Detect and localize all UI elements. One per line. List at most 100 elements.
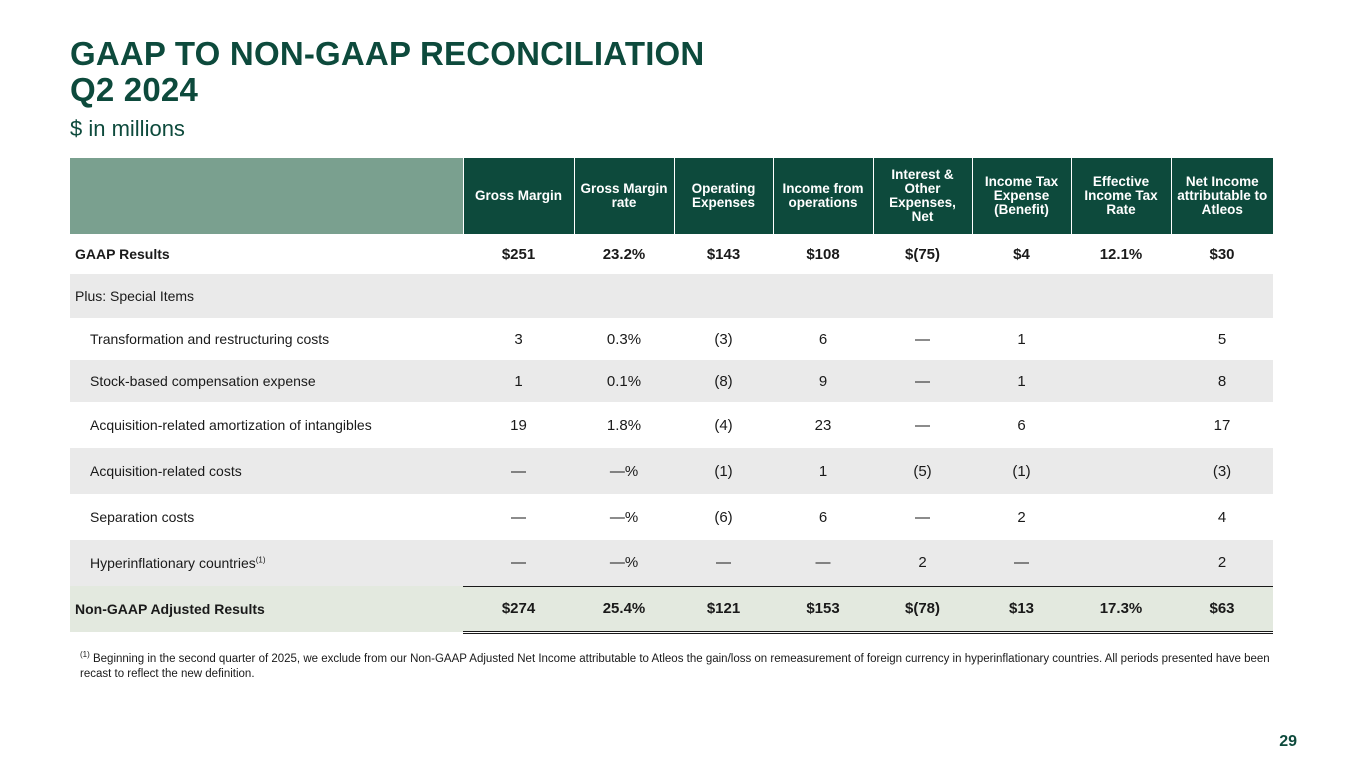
- title-line-1: GAAP TO NON-GAAP RECONCILIATION: [70, 35, 705, 72]
- table-cell: 12.1%: [1099, 245, 1143, 263]
- table-cell: (3): [714, 330, 733, 348]
- table-cell: $153: [773, 585, 873, 634]
- table-row: Transformation and restructuring costs 3…: [70, 318, 1273, 360]
- footnote-marker: (1): [80, 650, 90, 660]
- table-cell: 8: [1217, 372, 1227, 390]
- table-cell: $4: [1013, 245, 1030, 263]
- table-cell: 0.1%: [606, 372, 642, 390]
- table-cell: 9: [818, 372, 828, 390]
- table-cell: —%: [609, 508, 639, 526]
- table-cell: $143: [706, 245, 741, 263]
- table-cell: —: [716, 554, 731, 572]
- empty-cell: [1071, 274, 1171, 318]
- table-cell: —: [815, 554, 831, 572]
- row-label: Separation costs: [90, 509, 195, 525]
- table-row: Stock-based compensation expense 1 0.1% …: [70, 360, 1273, 402]
- header-interest-other-expenses: Interest & Other Expenses, Net: [872, 158, 972, 234]
- empty-cell: [1171, 274, 1273, 318]
- table-cell: $(75): [904, 245, 941, 263]
- row-label: Plus: Special Items: [75, 288, 195, 304]
- table-cell: —: [511, 554, 526, 572]
- table-cell: 23.2%: [602, 245, 646, 263]
- non-gaap-total-row: Non-GAAP Adjusted Results $274 25.4% $12…: [70, 585, 1273, 634]
- table-cell: 2: [918, 554, 927, 572]
- table-row: Hyperinflationary countries(1) — —% — — …: [70, 540, 1273, 586]
- empty-cell: [972, 274, 1071, 318]
- table-cell: $251: [501, 245, 536, 263]
- table-cell: 23: [814, 416, 832, 434]
- title-line-2: Q2 2024: [70, 71, 199, 108]
- table-cell: [1071, 540, 1171, 586]
- row-label: Stock-based compensation expense: [90, 373, 316, 389]
- header-operating-expenses: Operating Expenses: [673, 158, 773, 234]
- row-label: Non-GAAP Adjusted Results: [70, 586, 463, 632]
- gaap-results-row: GAAP Results $251 23.2% $143 $108 $(75) …: [70, 234, 1273, 274]
- row-label: Transformation and restructuring costs: [90, 331, 330, 347]
- table-cell: 6: [818, 508, 828, 526]
- header-income-tax-expense: Income Tax Expense (Benefit): [971, 158, 1071, 234]
- row-label-text: Hyperinflationary countries: [90, 555, 256, 571]
- table-cell: (4): [714, 416, 733, 434]
- table-cell: 25.4%: [574, 585, 674, 634]
- header-net-income: Net Income attributable to Atleos: [1170, 158, 1273, 234]
- table-cell: 1: [1017, 330, 1026, 348]
- table-cell: $30: [1209, 245, 1235, 263]
- table-cell: (3): [1212, 462, 1232, 480]
- header-effective-tax-rate: Effective Income Tax Rate: [1070, 158, 1171, 234]
- table-cell: [1071, 494, 1171, 540]
- table-cell: (5): [913, 462, 932, 480]
- table-cell: (6): [714, 508, 733, 526]
- table-cell: (1): [714, 462, 733, 480]
- row-label: Hyperinflationary countries(1): [70, 540, 463, 586]
- empty-cell: [873, 274, 972, 318]
- table-cell: 4: [1217, 508, 1227, 526]
- table-cell: [1071, 402, 1171, 448]
- table-cell: [1071, 318, 1171, 360]
- row-label: Acquisition-related amortization of inta…: [90, 417, 372, 433]
- table-cell: $63: [1171, 585, 1273, 634]
- row-label: Acquisition-related costs: [90, 463, 242, 479]
- header-income-from-operations: Income from operations: [772, 158, 873, 234]
- table-row: Separation costs — —% (6) 6 — 2 4: [70, 494, 1273, 540]
- table-cell: 2: [1217, 554, 1227, 572]
- table-cell: (1): [1012, 462, 1031, 480]
- table-cell: $13: [972, 585, 1071, 634]
- footnote: (1) Beginning in the second quarter of 2…: [80, 650, 1270, 682]
- units-subtitle: $ in millions: [70, 116, 185, 141]
- table-cell: —%: [609, 462, 639, 480]
- footnote-text: Beginning in the second quarter of 2025,…: [80, 653, 1270, 680]
- table-cell: $274: [463, 585, 574, 634]
- table-cell: 17: [1213, 416, 1231, 434]
- table-row: Acquisition-related amortization of inta…: [70, 402, 1273, 448]
- table-cell: —: [511, 462, 526, 480]
- table-cell: —: [915, 330, 930, 348]
- table-cell: —%: [609, 554, 639, 572]
- table-cell: 6: [818, 330, 828, 348]
- table-row: Acquisition-related costs — —% (1) 1 (5)…: [70, 448, 1273, 494]
- empty-cell: [463, 274, 574, 318]
- empty-cell: [773, 274, 873, 318]
- table-cell: 1: [514, 372, 523, 390]
- page-title: GAAP TO NON-GAAP RECONCILIATION Q2 2024: [70, 36, 704, 108]
- table-cell: 5: [1217, 330, 1227, 348]
- table-cell: —: [915, 508, 930, 526]
- page-number: 29: [1279, 733, 1297, 750]
- table-cell: $108: [806, 245, 840, 263]
- footnote-ref: (1): [255, 555, 266, 565]
- empty-cell: [674, 274, 773, 318]
- table-cell: $121: [674, 585, 773, 634]
- table-cell: 1: [818, 462, 828, 480]
- header-gross-margin: Gross Margin: [462, 158, 574, 234]
- table-cell: 17.3%: [1071, 585, 1171, 634]
- table-cell: —: [915, 372, 930, 390]
- table-cell: 1: [1017, 372, 1026, 390]
- table-cell: [1071, 360, 1171, 402]
- table-cell: 6: [1017, 416, 1026, 434]
- table-cell: (8): [714, 372, 733, 390]
- table-cell: 1.8%: [606, 416, 642, 434]
- table-cell: [1071, 448, 1171, 494]
- table-cell: 2: [1017, 508, 1026, 526]
- table-cell: —: [511, 508, 526, 526]
- table-cell: 0.3%: [606, 330, 642, 348]
- header-corner-cell: [70, 158, 463, 234]
